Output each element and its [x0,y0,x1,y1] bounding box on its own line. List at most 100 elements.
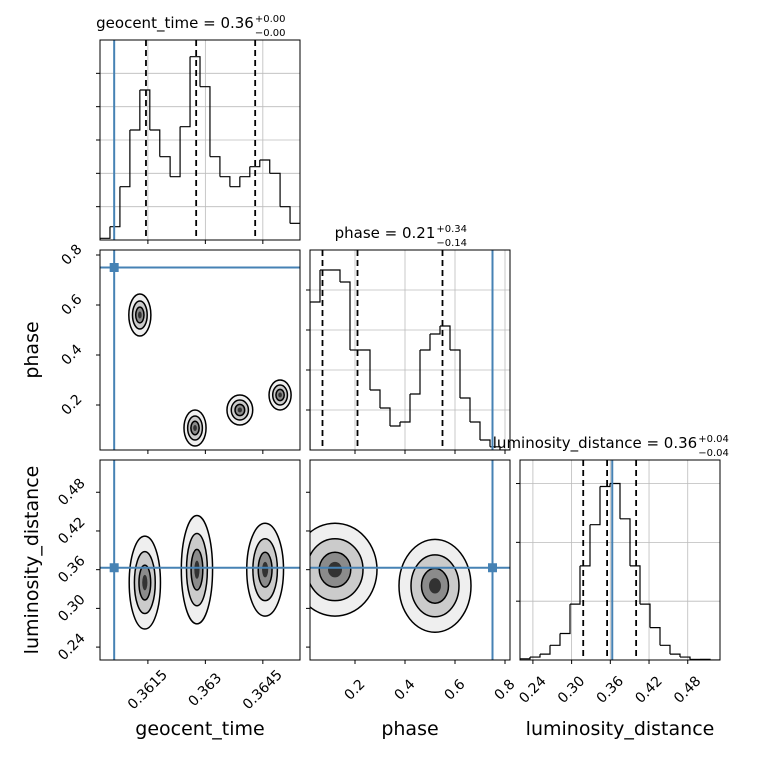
panel-frame [99,459,301,661]
histogram-bin [209,156,221,177]
y-tick-label: 0.36 [55,553,88,586]
histogram-bin [430,326,441,335]
histogram-bin [100,226,111,240]
y-tick-label: 0.2 [58,391,85,418]
title-subscript: −0.04 [698,448,729,459]
title-superscript: +0.04 [698,434,729,445]
title-superscript: +0.00 [255,14,286,25]
histogram-bin [129,90,141,131]
histogram-bin [139,89,151,130]
density-contour [194,560,200,579]
panel-frame [309,249,511,451]
panel-title: luminosity_distance = 0.36 [493,434,697,453]
histogram-bin [370,389,381,408]
panel-frame [99,39,301,241]
density-contour [429,578,441,594]
panel-frame [519,459,721,661]
truth-marker [488,563,497,573]
x-tick-label: 0.3645 [240,667,286,713]
x-tick-label: 0.8 [491,676,518,703]
histogram-bin [280,206,291,224]
histogram-bin [249,160,261,168]
x-tick-label: 0.4 [391,676,418,703]
y-axis-label: luminosity_distance [21,466,43,655]
histogram-bin [660,644,671,655]
histogram-bin [680,656,691,660]
histogram-bin [380,407,391,426]
x-tick-label: 0.3615 [125,667,171,713]
density-contour [262,561,269,578]
histogram-bin [420,334,431,351]
y-tick-label: 0.8 [58,241,85,268]
histogram-bin [190,56,201,87]
histogram-bin [170,126,181,178]
histogram-bin [219,176,231,187]
histogram-bin [670,653,681,658]
x-tick-label: 0.2 [341,676,368,703]
histogram-bin [600,483,611,488]
x-tick-label: 0.36 [594,673,627,706]
histogram-bin [269,172,281,207]
panel [100,250,300,450]
histogram-bin [540,645,551,655]
y-tick-label: 0.30 [55,592,88,625]
histogram-bin [530,654,541,658]
x-axis-label: phase [381,718,438,740]
panel [100,460,300,660]
panel [310,460,510,660]
histogram-bin [229,176,241,188]
x-tick-label: 0.48 [671,673,704,706]
density-contour [278,392,282,398]
panel-frame [309,459,511,661]
histogram-bin [470,421,481,440]
histogram-bin [640,603,651,628]
histogram-bin [570,565,581,605]
density-contour [237,407,242,413]
x-tick-label: 0.42 [632,673,665,706]
histogram-bin [450,349,461,398]
histogram-bin [560,604,571,635]
title-subscript: −0.14 [436,238,467,249]
y-tick-label: 0.6 [58,291,85,318]
panel [100,40,300,240]
histogram-bin [520,657,531,660]
histogram-bin [590,486,601,526]
x-axis-label: geocent_time [135,718,264,740]
histogram-bin [330,269,341,282]
x-tick-label: 0.363 [186,670,226,710]
histogram-bin [310,270,321,450]
histogram-bin [400,394,411,423]
y-tick-label: 0.24 [55,630,88,663]
histogram-bin [480,439,491,447]
x-tick-label: 0.6 [441,676,468,703]
histogram-bin [610,482,621,519]
truth-marker [109,263,119,272]
histogram-bin [650,627,661,646]
histogram-bin [410,350,421,395]
density-contour [138,311,142,319]
histogram-bin [550,633,561,646]
x-tick-label: 0.24 [516,673,549,706]
histogram-bin [360,349,371,390]
histogram-bin [159,156,171,177]
histogram-bin [200,86,211,157]
histogram-bin [620,518,631,566]
density-contour [142,574,148,591]
y-tick-label: 0.42 [55,514,88,547]
histogram-bin [630,565,641,605]
y-tick-label: 0.4 [58,341,85,368]
histogram-bin [180,56,191,128]
x-axis-label: luminosity_distance [526,718,715,740]
histogram-bin [460,397,471,422]
histogram-bin [340,281,351,350]
histogram-bin [239,166,251,178]
x-tick-label: 0.30 [555,673,588,706]
truth-marker [109,563,119,573]
y-tick-label: 0.48 [55,476,88,509]
density-contour [193,425,197,431]
histogram-bin [580,524,591,567]
panel [520,460,720,660]
density-contour [328,561,342,578]
panel-title: geocent_time = 0.36 [96,14,254,33]
